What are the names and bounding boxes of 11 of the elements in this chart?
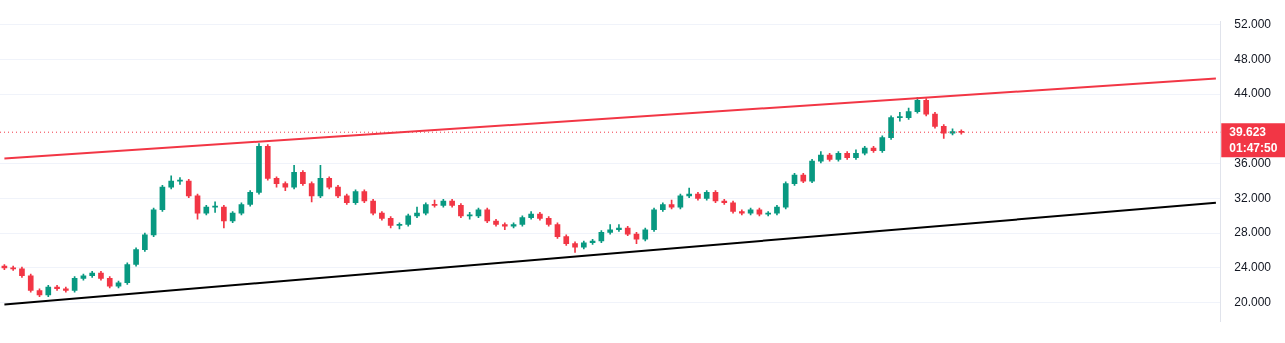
y-tick-label: 24.000	[1234, 260, 1272, 275]
y-tick-label: 20.000	[1234, 295, 1272, 309]
y-tick-label: 32.000	[1234, 190, 1272, 205]
y-tick-label: 48.000	[1234, 51, 1272, 66]
y-tick-label: 52.000	[1234, 16, 1272, 31]
y-tick-label: 44.000	[1234, 86, 1272, 101]
candlestick	[466, 212, 473, 220]
y-tick-label: 36.000	[1234, 155, 1272, 170]
ref-line-label: 39.623	[1229, 124, 1267, 139]
text: 01:47:50	[1229, 140, 1278, 155]
y-tick-label: 28.000	[1234, 225, 1272, 240]
